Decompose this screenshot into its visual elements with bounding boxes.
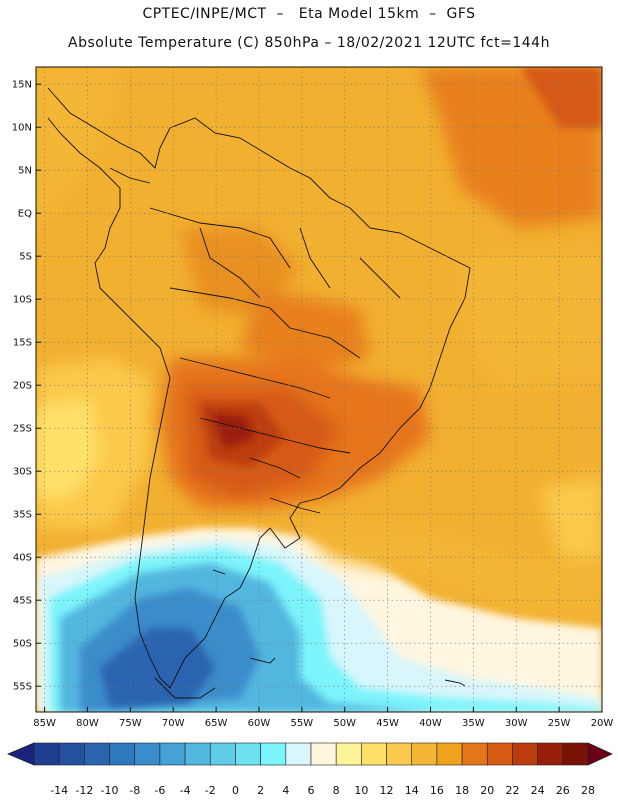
colorbar-cell [486,742,513,766]
lat-tick-label: 5N [18,166,32,177]
colorbar-cell [235,742,261,766]
lat-tick-label: 55S [13,682,32,693]
coastlines [47,87,471,699]
colorbar-label: -6 [154,784,165,797]
colorbar-cell [58,742,85,766]
lon-tick-label: 30W [505,718,528,729]
colorbar-low-arrow [6,742,35,766]
colorbar-label: -4 [180,784,191,797]
lon-tick-label: 20W [591,718,614,729]
colorbar-cell [134,742,161,766]
colorbar-cell [84,742,110,766]
colorbar-label: 22 [505,784,519,797]
colorbar-label: 14 [405,784,419,797]
colorbar-cell [461,742,488,766]
lat-tick-label: 50S [13,639,32,650]
colorbar-cell [109,742,136,766]
plot-frame [35,66,603,713]
lon-tick-label: 25W [548,718,571,729]
colorbar-label: 6 [308,784,315,797]
colorbar-cell [537,742,564,766]
colorbar-cell [184,742,211,766]
colorbar-cell [512,742,538,766]
colorbar-label: -2 [205,784,216,797]
lat-tick-label: 35S [13,510,32,521]
colorbar-cell [386,742,413,766]
lon-tick-label: 40W [419,718,442,729]
colorbar-label: 24 [531,784,545,797]
lon-tick-label: 55W [291,718,314,729]
lat-tick-label: 45S [13,596,32,607]
colorbar-cell [285,742,312,766]
lon-tick-label: 75W [119,718,142,729]
temperature-field [36,67,602,712]
colorbar-cell [411,742,438,766]
colorbar-label: 26 [556,784,570,797]
colorbar-cell [335,742,362,766]
lon-tick-label: 60W [248,718,271,729]
colorbar-label: 12 [380,784,394,797]
colorbar-label: -10 [101,784,119,797]
lat-tick-label: 30S [13,467,32,478]
colorbar-cell [562,742,589,766]
colorbar-label: 4 [282,784,289,797]
colorbar-label: 2 [257,784,264,797]
latitude-tick-labels: 15N 10N 5N EQ 5S 10S 15S 20S 25S 30S 35S 40S 45S 50S 5… [12,80,32,693]
lon-tick-label: 35W [462,718,485,729]
colorbar-high-arrow [587,742,613,766]
colorbar-label: 10 [354,784,368,797]
colorbar-label: 28 [581,784,595,797]
map-title: CPTEC/INPE/MCT – Eta Model 15km – GFS [142,6,476,22]
longitude-tick-labels: 85W 80W 75W 70W 65W 60W 55W 50W 45W 40W 35W 30W 25W 2… [33,718,613,729]
colorbar: -14 -12 -10 -8 -6 -4 -2 0 2 4 6 8 10 12 14 16 18 20 22 24 26… [6,742,613,797]
colorbar-label: -14 [50,784,68,797]
colorbar-label: -12 [75,784,93,797]
colorbar-cell [310,742,337,766]
lon-tick-label: 65W [205,718,228,729]
lat-tick-label: 15N [12,80,32,91]
lon-tick-label: 70W [162,718,185,729]
colorbar-cell [209,742,236,766]
colorbar-cell [33,742,60,766]
lat-tick-label: 10N [12,123,32,134]
colorbar-label: 20 [480,784,494,797]
lat-tick-label: 40S [13,553,32,564]
colorbar-label: 8 [333,784,340,797]
colorbar-cell [361,742,387,766]
temperature-map: 15N 10N 5N EQ 5S 10S 15S 20S 25S 30S 35S 40S 45S 50S 5… [12,66,613,729]
colorbar-cell [159,742,186,766]
colorbar-label: 18 [455,784,469,797]
lat-tick-label: 10S [13,295,32,306]
colorbar-cell [260,742,287,766]
colorbar-cell [436,742,463,766]
lon-tick-label: 50W [333,718,356,729]
lat-tick-label: EQ [18,209,32,220]
lat-tick-label: 20S [13,381,32,392]
lat-tick-label: 15S [13,338,32,349]
colorbar-label: 16 [430,784,444,797]
colorbar-label: 0 [232,784,239,797]
lat-tick-label: 25S [13,424,32,435]
map-subtitle: Absolute Temperature (C) 850hPa – 18/02/… [68,35,550,51]
lon-tick-label: 80W [76,718,99,729]
colorbar-label: -8 [129,784,140,797]
lon-tick-label: 85W [33,718,56,729]
lat-tick-label: 5S [19,252,32,263]
lon-tick-label: 45W [376,718,399,729]
